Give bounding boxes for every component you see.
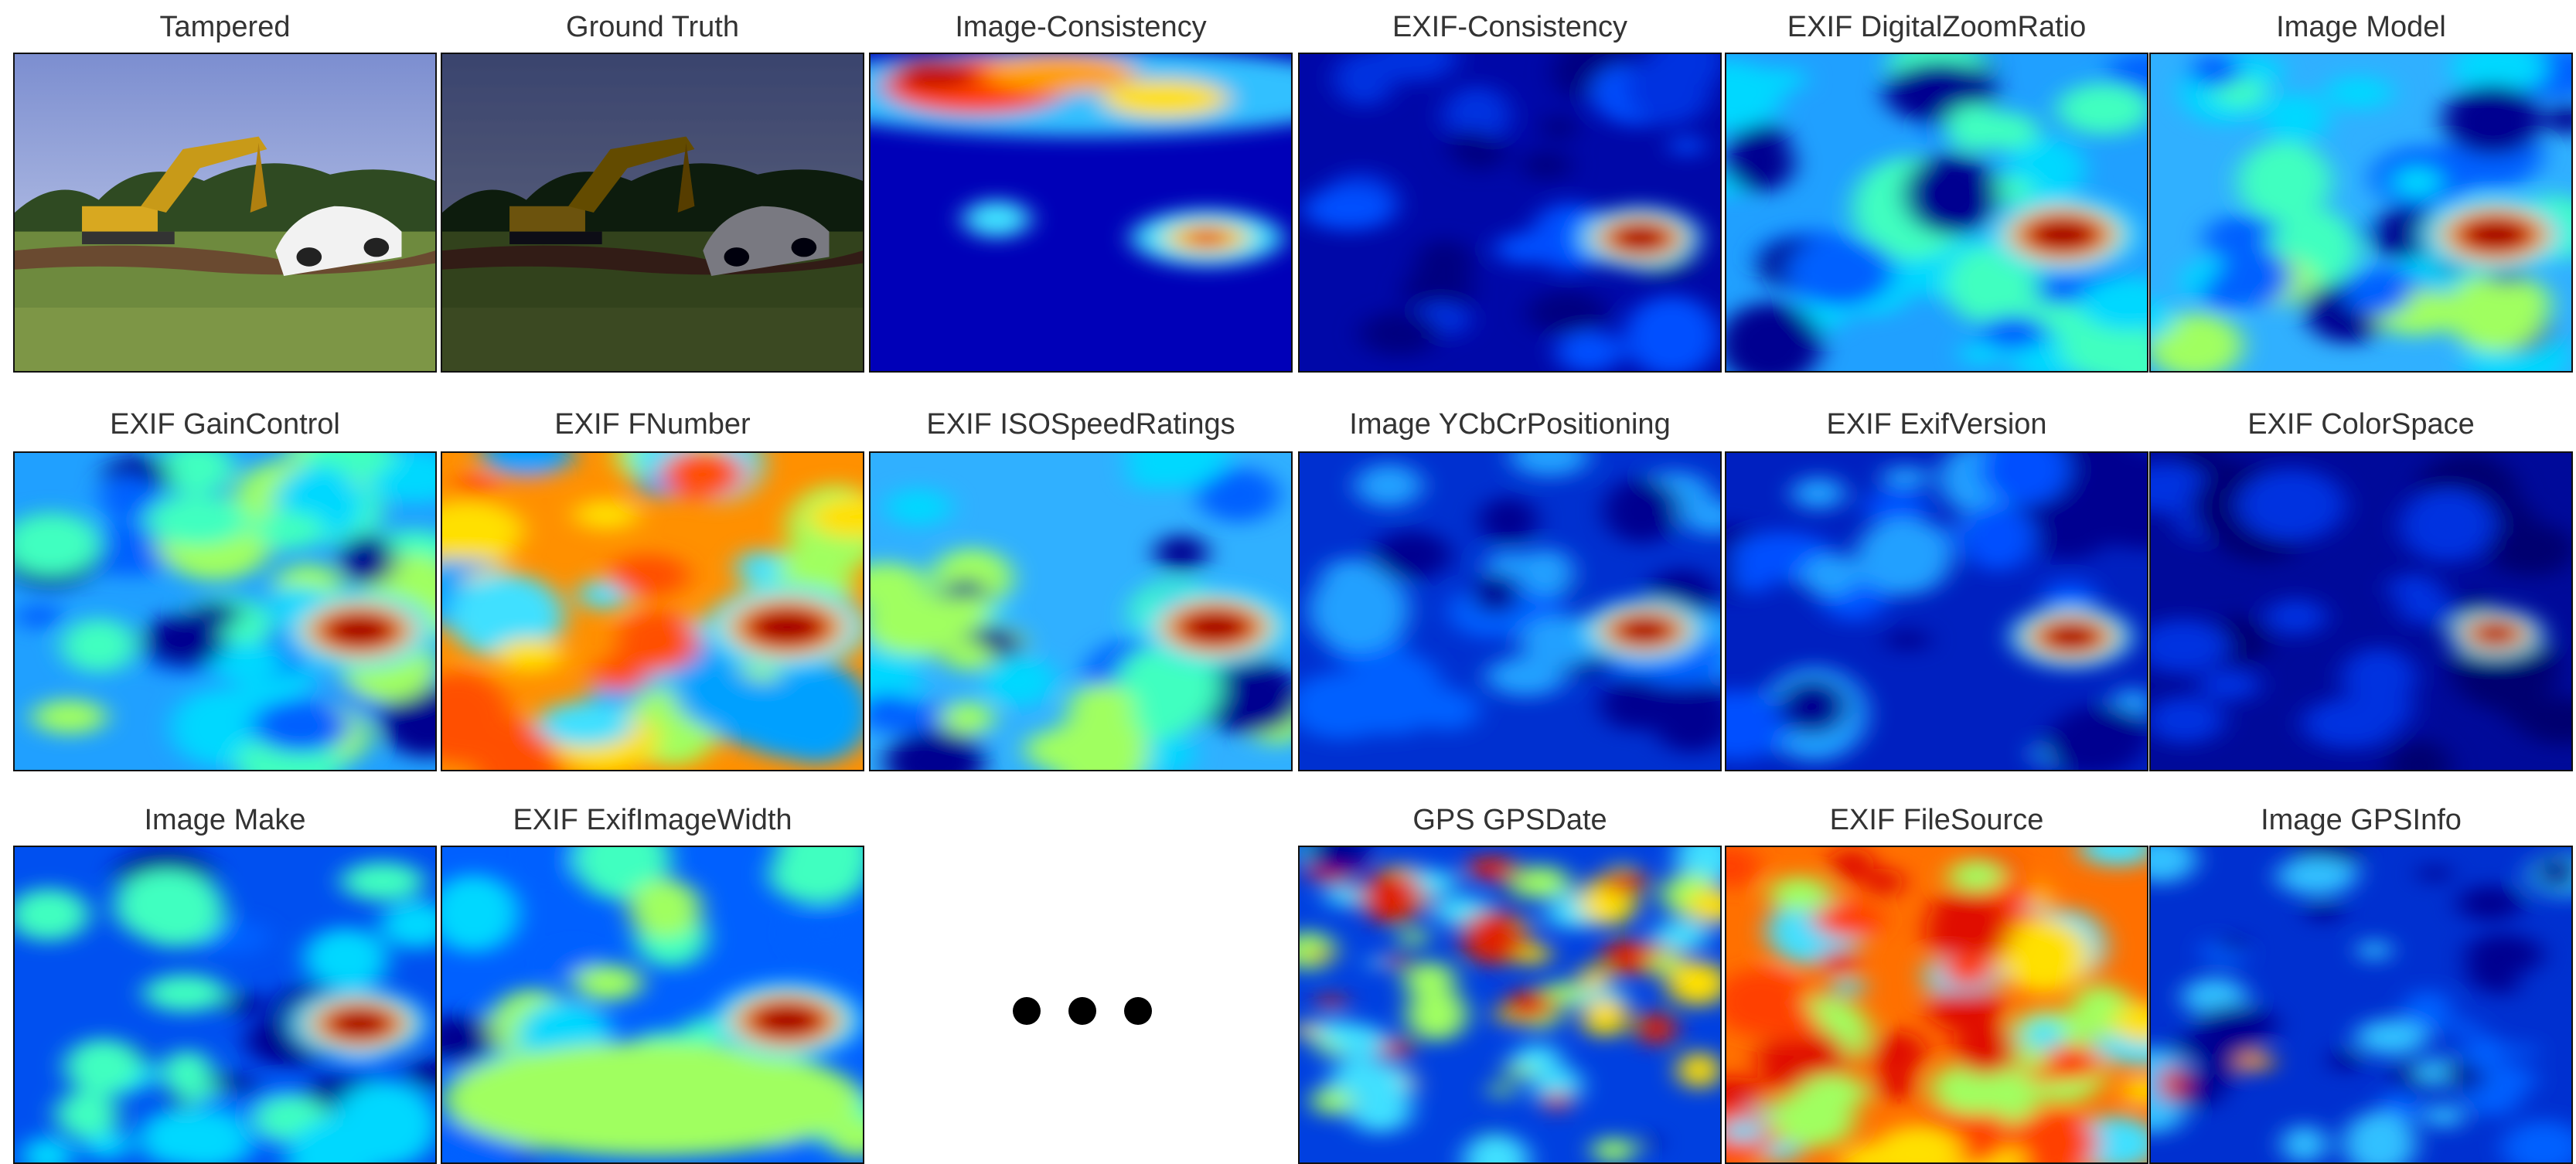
panel-label: EXIF ISOSpeedRatings bbox=[926, 408, 1235, 441]
photo bbox=[13, 53, 437, 373]
heatmap bbox=[1725, 846, 2148, 1164]
panel-image bbox=[1300, 453, 1720, 770]
heatmap bbox=[1298, 846, 1722, 1164]
panel-label: GPS GPSDate bbox=[1412, 804, 1607, 836]
heatmap bbox=[1725, 53, 2148, 373]
panel-image bbox=[15, 54, 435, 371]
heatmap bbox=[1298, 451, 1722, 771]
panel-image bbox=[2151, 847, 2571, 1162]
heatmap bbox=[869, 451, 1293, 771]
panel-label: EXIF GainControl bbox=[110, 408, 340, 441]
heatmap bbox=[1298, 53, 1722, 373]
heatmap bbox=[13, 846, 437, 1164]
ellipsis-dot bbox=[1068, 997, 1096, 1025]
panel-label: Image-Consistency bbox=[955, 11, 1207, 43]
photo bbox=[441, 53, 864, 373]
panel-image bbox=[1726, 453, 2147, 770]
heatmap bbox=[2149, 451, 2573, 771]
panel-label: Ground Truth bbox=[566, 11, 739, 43]
heatmap bbox=[441, 846, 864, 1164]
ellipsis-dot bbox=[1124, 997, 1152, 1025]
panel-label: Image Make bbox=[144, 804, 306, 836]
panel-image bbox=[2151, 54, 2571, 371]
panel-label: EXIF FileSource bbox=[1829, 804, 2044, 836]
panel-image bbox=[1300, 847, 1720, 1162]
panel-image bbox=[1300, 54, 1720, 371]
panel-label: EXIF ExifImageWidth bbox=[513, 804, 792, 836]
panel-image bbox=[442, 847, 863, 1162]
heatmap bbox=[1725, 451, 2148, 771]
panel-label: Image YCbCrPositioning bbox=[1349, 408, 1671, 441]
heatmap bbox=[13, 451, 437, 771]
panel-label: Image Model bbox=[2276, 11, 2446, 43]
panel-label: EXIF ExifVersion bbox=[1826, 408, 2047, 441]
panel-image bbox=[871, 453, 1291, 770]
heatmap bbox=[869, 53, 1293, 373]
panel-label: EXIF ColorSpace bbox=[2247, 408, 2475, 441]
panel-image bbox=[15, 453, 435, 770]
panel-label: Tampered bbox=[159, 11, 291, 43]
ellipsis-dot bbox=[1013, 997, 1041, 1025]
panel-image bbox=[871, 54, 1291, 371]
panel-image bbox=[442, 54, 863, 371]
panel-image bbox=[1726, 847, 2147, 1162]
heatmap bbox=[441, 451, 864, 771]
heatmap bbox=[2149, 53, 2573, 373]
panel-label: EXIF-Consistency bbox=[1392, 11, 1628, 43]
panel-label: EXIF DigitalZoomRatio bbox=[1787, 11, 2087, 43]
panel-image bbox=[1726, 54, 2147, 371]
panel-image bbox=[442, 453, 863, 770]
heatmap bbox=[2149, 846, 2573, 1164]
panel-label: EXIF FNumber bbox=[554, 408, 751, 441]
panel-image bbox=[15, 847, 435, 1162]
panel-image bbox=[2151, 453, 2571, 770]
panel-label: Image GPSInfo bbox=[2261, 804, 2462, 836]
